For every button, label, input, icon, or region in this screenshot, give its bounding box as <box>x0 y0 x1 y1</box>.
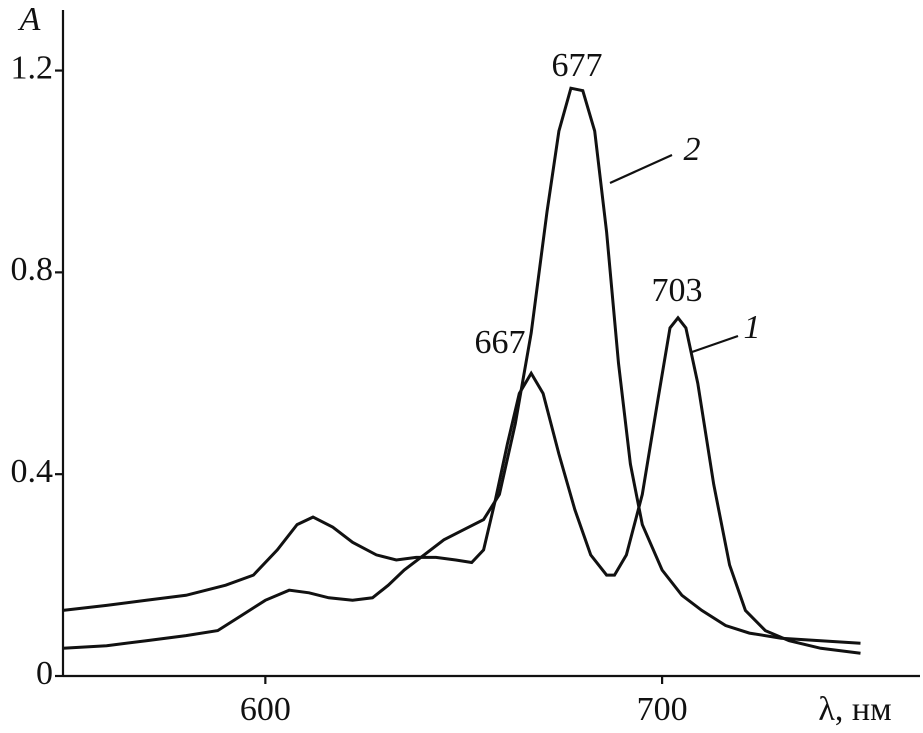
peak-annotation: 667 <box>475 324 526 361</box>
y-tick-label: 0.4 <box>11 453 54 490</box>
y-tick-label: 0.8 <box>11 251 54 288</box>
leader-line <box>691 334 739 354</box>
peak-annotation: 703 <box>652 272 703 309</box>
curve <box>62 315 861 655</box>
x-tick-label: 600 <box>240 691 291 728</box>
x-axis-label: λ, нм <box>818 691 891 728</box>
leader-line <box>609 153 673 185</box>
series-label: 2 <box>684 131 701 168</box>
curve <box>62 86 861 650</box>
y-axis-label: A <box>18 1 41 38</box>
peak-annotation: 677 <box>552 47 603 84</box>
x-tick-label: 700 <box>637 691 688 728</box>
series-label: 1 <box>744 309 761 346</box>
y-tick-label: 0 <box>36 655 53 692</box>
y-tick-label: 1.2 <box>11 49 54 86</box>
